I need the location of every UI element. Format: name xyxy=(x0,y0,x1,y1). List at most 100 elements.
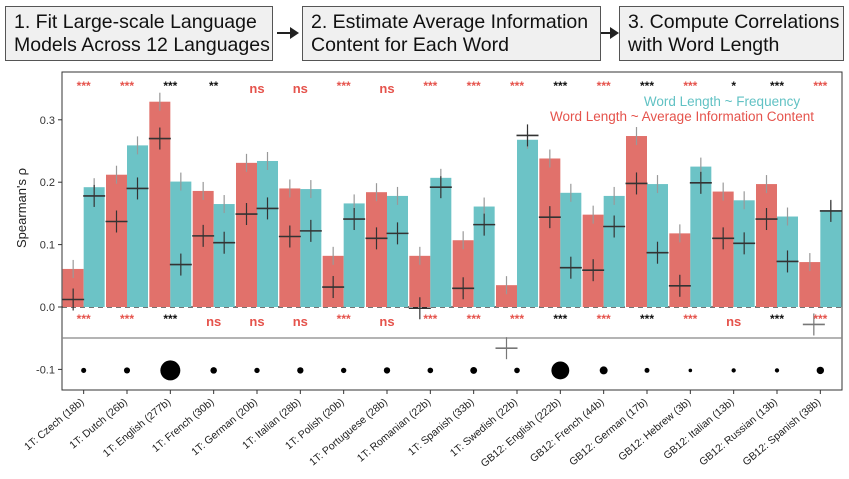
step-2-line-1: 2. Estimate Average Information xyxy=(311,11,589,33)
y-tick-label: 0.2 xyxy=(40,177,55,189)
significance-bottom: ns xyxy=(249,314,264,329)
step-3-line-1: 3. Compute Correlations xyxy=(628,11,840,33)
dataset-size-dot xyxy=(81,367,87,373)
significance-bottom: *** xyxy=(683,312,697,326)
bar-information-content xyxy=(452,240,474,307)
significance-top: *** xyxy=(553,79,567,93)
step-2-line-2: Content for Each Word xyxy=(311,34,509,56)
x-tick-label: 1T: Romanian (22b) xyxy=(355,396,433,464)
bar-information-content xyxy=(149,101,171,307)
significance-top: ns xyxy=(249,81,264,96)
significance-top: *** xyxy=(337,79,351,93)
y-tick-label: 0.3 xyxy=(40,115,55,127)
y-axis-label: Spearman's ρ xyxy=(14,168,29,248)
bar-information-content xyxy=(756,184,777,307)
significance-bottom: *** xyxy=(510,312,524,326)
significance-bottom: *** xyxy=(597,312,611,326)
bar-information-content xyxy=(409,255,431,307)
significance-top: * xyxy=(731,79,736,93)
bar-frequency xyxy=(430,177,452,307)
significance-top: *** xyxy=(597,79,611,93)
dataset-size-dot xyxy=(688,368,693,373)
bar-frequency xyxy=(517,139,538,307)
y-tick-label: 0.1 xyxy=(40,240,55,252)
significance-bottom: ns xyxy=(293,314,308,329)
significance-bottom: ns xyxy=(726,314,741,329)
significance-top: *** xyxy=(770,79,784,93)
bar-frequency xyxy=(473,206,495,307)
dataset-size-dot xyxy=(160,360,181,381)
dataset-size-dot xyxy=(297,367,304,374)
significance-bottom: *** xyxy=(337,312,351,326)
dataset-size-dot xyxy=(599,366,608,375)
bar-frequency xyxy=(213,204,235,307)
x-tick-label: GB12: Russian (13b) xyxy=(697,396,780,468)
bar-information-content xyxy=(236,162,257,307)
bar-information-content xyxy=(799,262,821,307)
x-tick-label: 1T: Portuguese (28b) xyxy=(307,396,390,468)
dataset-size-dot xyxy=(210,367,217,374)
significance-bottom: *** xyxy=(467,312,481,326)
significance-top: *** xyxy=(423,79,437,93)
dataset-size-dot xyxy=(383,367,391,374)
arrow-right-icon xyxy=(601,27,619,39)
plot-frame xyxy=(61,71,843,391)
significance-top: ns xyxy=(293,81,308,96)
bar-frequency xyxy=(257,160,278,307)
dataset-size-dot xyxy=(514,367,520,374)
step-1-line-1: 1. Fit Large-scale Language xyxy=(14,11,257,33)
bar-information-content xyxy=(279,188,301,307)
x-tick-label: GB12: French (44b) xyxy=(528,396,607,465)
significance-bottom: *** xyxy=(813,312,827,326)
significance-top: *** xyxy=(640,79,654,93)
step-1-line-2: Models Across 12 Languages xyxy=(14,34,270,56)
x-tick-label: GB12: Hebrew (3b) xyxy=(616,396,693,463)
bar-information-content xyxy=(496,285,517,307)
bar-frequency xyxy=(387,195,408,307)
bar-information-content xyxy=(669,233,691,307)
significance-top: ** xyxy=(209,79,219,93)
bar-frequency xyxy=(83,187,105,307)
significance-top: *** xyxy=(813,79,827,93)
legend-entry-frequency: Word Length ~ Frequency xyxy=(644,94,800,109)
significance-top: *** xyxy=(120,79,134,93)
bar-frequency xyxy=(560,192,582,307)
significance-bottom: *** xyxy=(77,312,91,326)
pipeline-step-1: 1. Fit Large-scale Language Models Acros… xyxy=(5,6,273,61)
bar-frequency xyxy=(127,145,148,307)
bar-information-content xyxy=(106,174,127,307)
significance-top: *** xyxy=(510,79,524,93)
step-3-line-2: with Word Length xyxy=(628,34,780,56)
dataset-size-dot xyxy=(816,366,825,375)
dataset-size-dot xyxy=(644,367,650,373)
dataset-size-dot xyxy=(123,367,131,374)
x-tick-label: GB12: English (222b) xyxy=(479,396,564,470)
bar-frequency xyxy=(603,195,625,307)
bar-frequency xyxy=(300,189,322,307)
bar-information-content xyxy=(539,158,561,307)
dataset-size-dot xyxy=(470,366,478,374)
dataset-size-dot xyxy=(254,367,260,374)
bar-information-content xyxy=(626,136,647,307)
x-tick-label: GB12: German (17b) xyxy=(567,396,650,468)
significance-bottom: ns xyxy=(206,314,221,329)
bar-information-content xyxy=(62,268,84,307)
dataset-size-dot xyxy=(731,368,736,373)
significance-bottom: *** xyxy=(423,312,437,326)
dataset-size-dot xyxy=(551,361,570,380)
y-tick-label: -0.1 xyxy=(36,364,55,376)
dataset-size-dot xyxy=(340,367,347,374)
significance-top: ns xyxy=(379,81,394,96)
significance-top: *** xyxy=(467,79,481,93)
arrow-right-icon xyxy=(277,27,299,39)
significance-top: *** xyxy=(163,79,177,93)
significance-bottom: ns xyxy=(379,314,394,329)
significance-bottom: *** xyxy=(640,312,654,326)
significance-bottom: *** xyxy=(770,312,784,326)
significance-bottom: *** xyxy=(163,312,177,326)
y-tick-label: 0.0 xyxy=(40,302,55,314)
pipeline-step-2: 2. Estimate Average Information Content … xyxy=(302,6,601,61)
bar-frequency xyxy=(690,166,712,307)
bar-frequency xyxy=(820,210,842,307)
